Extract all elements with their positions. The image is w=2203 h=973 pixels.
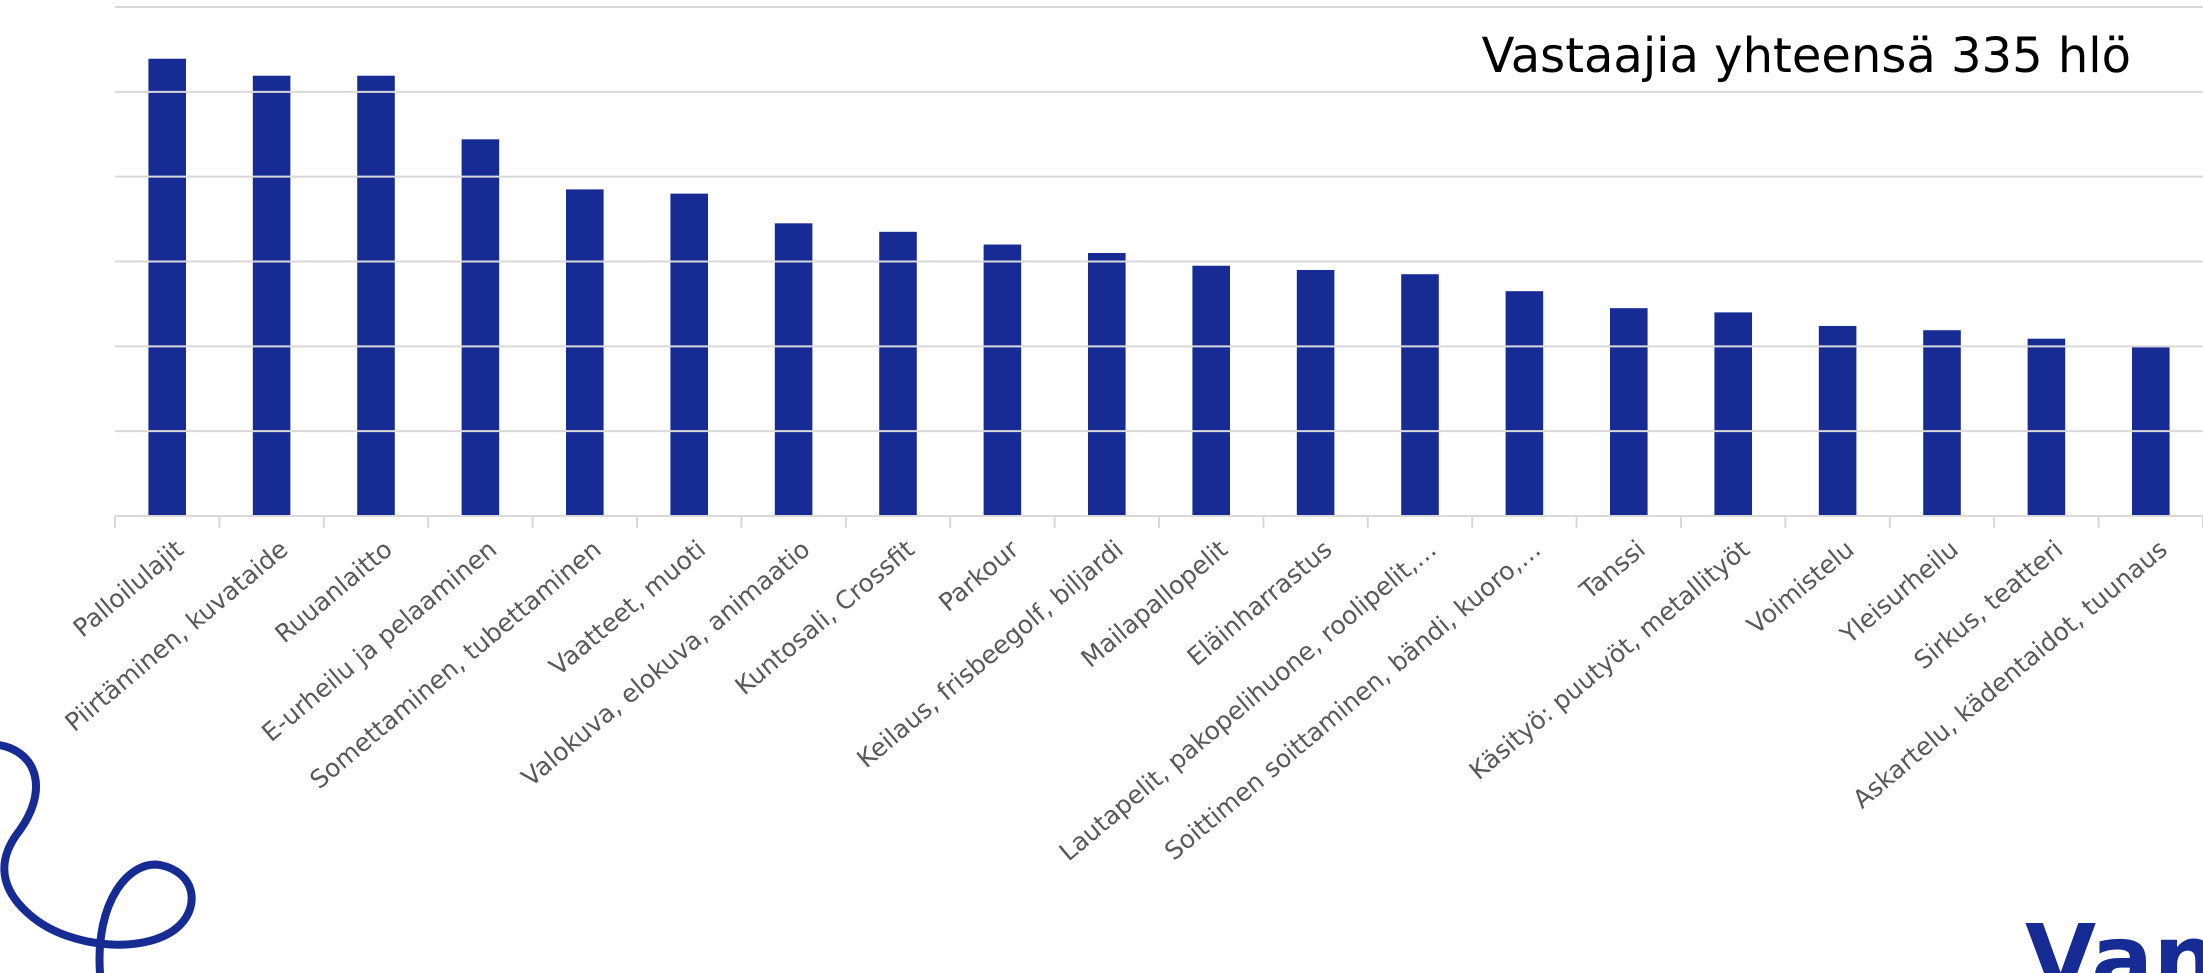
logo: Vantaa bbox=[2025, 905, 2203, 973]
bar bbox=[1192, 265, 1230, 516]
bar bbox=[357, 75, 395, 516]
bar bbox=[252, 75, 291, 516]
bar bbox=[1505, 291, 1544, 516]
x-tick-label: Lautapelit, pakopelihuone, roolipelit,… bbox=[1054, 534, 1442, 866]
bar bbox=[1923, 330, 1961, 516]
bar bbox=[983, 244, 1022, 517]
x-tick-label: Tanssi bbox=[1574, 534, 1651, 605]
bar bbox=[1296, 269, 1335, 516]
bar bbox=[566, 189, 604, 516]
decorative-swirl bbox=[0, 741, 196, 973]
annotation: Vastaajia yhteensä 335 hlö bbox=[1482, 28, 2131, 84]
bar bbox=[461, 139, 500, 516]
bar bbox=[1714, 312, 1752, 516]
bar bbox=[2027, 338, 2066, 516]
bar bbox=[148, 58, 186, 517]
x-tick-label: Soittimen soittaminen, bändi, kuoro,… bbox=[1159, 534, 1546, 866]
bar bbox=[1088, 253, 1126, 516]
x-tick-label: Parkour bbox=[933, 534, 1025, 617]
bar bbox=[1610, 308, 1648, 516]
x-tick-label: Kuntosali, Crossfit bbox=[730, 534, 920, 700]
bar bbox=[774, 223, 813, 516]
bar bbox=[1818, 325, 1857, 516]
bar bbox=[670, 193, 708, 516]
bar bbox=[1401, 274, 1439, 516]
bar bbox=[879, 231, 917, 516]
